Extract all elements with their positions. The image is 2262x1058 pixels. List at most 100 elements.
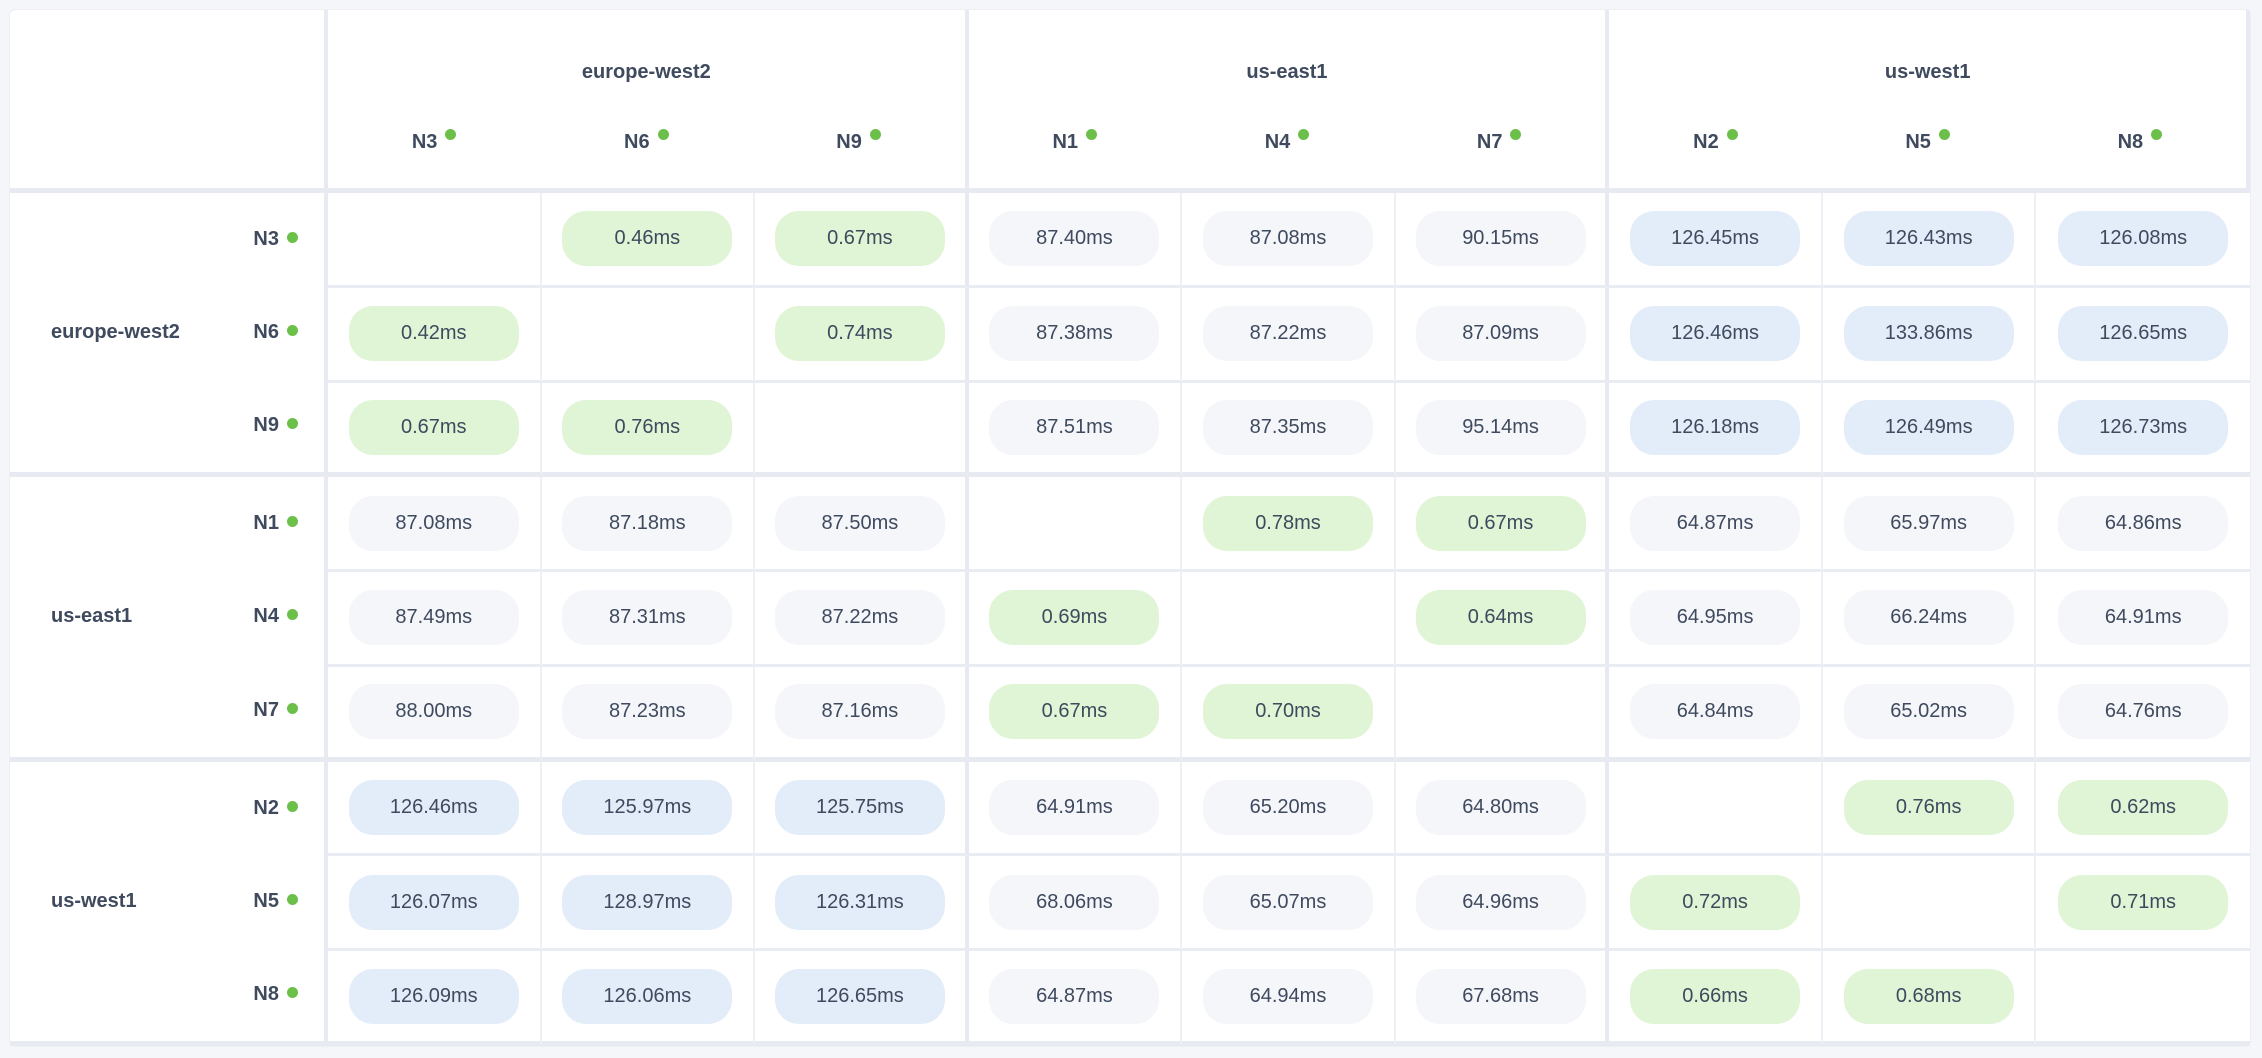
latency-pill[interactable]: 0.64ms — [1415, 590, 1586, 646]
matrix-cell: 65.07ms — [1182, 856, 1396, 952]
latency-pill[interactable]: 64.91ms — [989, 780, 1160, 836]
status-dot-icon — [445, 129, 457, 140]
column-node-header[interactable]: N1 — [969, 125, 1181, 188]
latency-pill[interactable]: 0.67ms — [989, 684, 1160, 740]
row-node-header[interactable]: N5 — [230, 855, 324, 948]
latency-pill[interactable]: 87.23ms — [562, 684, 733, 740]
column-node-header[interactable]: N9 — [752, 125, 964, 188]
column-node-header[interactable]: N2 — [1609, 125, 1821, 188]
latency-pill[interactable]: 0.68ms — [1843, 968, 2014, 1024]
latency-pill[interactable]: 64.86ms — [2058, 495, 2229, 551]
latency-pill[interactable]: 0.76ms — [562, 399, 733, 455]
node-label: N3 — [253, 228, 279, 251]
latency-pill[interactable]: 126.07ms — [348, 874, 519, 930]
latency-pill[interactable]: 126.73ms — [2058, 399, 2229, 455]
latency-pill[interactable]: 0.66ms — [1630, 968, 1801, 1024]
row-node-header[interactable]: N8 — [230, 948, 324, 1041]
latency-pill[interactable]: 64.80ms — [1415, 780, 1586, 836]
latency-pill[interactable]: 87.40ms — [989, 211, 1160, 267]
latency-pill[interactable]: 64.84ms — [1630, 684, 1801, 740]
latency-pill[interactable]: 87.16ms — [774, 684, 945, 740]
matrix-cell: 64.76ms — [2036, 667, 2250, 762]
latency-pill[interactable]: 126.46ms — [1630, 306, 1801, 362]
matrix-cell: 0.64ms — [1395, 572, 1610, 667]
column-node-header[interactable]: N3 — [328, 125, 540, 188]
latency-pill[interactable]: 126.49ms — [1843, 399, 2014, 455]
latency-pill[interactable]: 0.78ms — [1202, 495, 1373, 551]
latency-pill[interactable]: 126.08ms — [2058, 211, 2229, 267]
column-node-header[interactable]: N6 — [540, 125, 752, 188]
latency-pill[interactable]: 0.67ms — [1415, 495, 1586, 551]
latency-pill[interactable]: 64.91ms — [2058, 590, 2229, 646]
status-dot-icon — [287, 516, 298, 528]
latency-pill[interactable]: 68.06ms — [989, 874, 1160, 930]
latency-pill[interactable]: 87.50ms — [774, 495, 945, 551]
latency-pill[interactable]: 126.09ms — [348, 968, 519, 1024]
matrix-cell: 0.72ms — [1609, 856, 1823, 952]
latency-pill[interactable]: 125.97ms — [562, 780, 733, 836]
latency-pill[interactable]: 0.76ms — [1843, 780, 2014, 836]
column-node-header[interactable]: N8 — [2034, 125, 2246, 188]
latency-pill[interactable]: 87.31ms — [562, 590, 733, 646]
matrix-corner — [10, 10, 328, 193]
latency-pill[interactable]: 87.35ms — [1202, 399, 1373, 455]
row-node-header[interactable]: N6 — [230, 286, 324, 379]
column-node-header[interactable]: N5 — [1822, 125, 2034, 188]
row-node-header[interactable]: N2 — [230, 762, 324, 855]
latency-pill[interactable]: 65.20ms — [1202, 780, 1373, 836]
latency-pill[interactable]: 0.46ms — [562, 211, 733, 267]
latency-pill[interactable]: 64.94ms — [1202, 968, 1373, 1024]
latency-pill[interactable]: 90.15ms — [1415, 211, 1586, 267]
latency-pill[interactable]: 0.69ms — [989, 590, 1160, 646]
latency-pill[interactable]: 87.08ms — [1202, 211, 1373, 267]
column-node-header[interactable]: N4 — [1181, 125, 1393, 188]
latency-pill[interactable]: 87.38ms — [989, 306, 1160, 362]
latency-pill[interactable]: 0.70ms — [1202, 684, 1373, 740]
latency-pill[interactable]: 133.86ms — [1843, 306, 2014, 362]
row-node-header[interactable]: N9 — [230, 379, 324, 472]
row-node-header[interactable]: N3 — [230, 193, 324, 286]
latency-pill[interactable]: 64.87ms — [989, 968, 1160, 1024]
latency-pill[interactable]: 0.71ms — [2058, 874, 2229, 930]
latency-pill[interactable]: 126.46ms — [348, 780, 519, 836]
latency-pill[interactable]: 66.24ms — [1843, 590, 2014, 646]
latency-pill[interactable]: 126.43ms — [1843, 211, 2014, 267]
latency-pill[interactable]: 64.76ms — [2058, 684, 2229, 740]
latency-pill[interactable]: 0.67ms — [348, 399, 519, 455]
latency-pill[interactable]: 87.08ms — [348, 495, 519, 551]
latency-pill[interactable]: 87.22ms — [774, 590, 945, 646]
latency-pill[interactable]: 64.87ms — [1630, 495, 1801, 551]
latency-pill[interactable]: 126.06ms — [562, 968, 733, 1024]
latency-pill[interactable]: 0.74ms — [774, 306, 945, 362]
latency-pill[interactable]: 95.14ms — [1415, 399, 1586, 455]
latency-pill[interactable]: 0.72ms — [1630, 874, 1801, 930]
latency-pill[interactable]: 87.22ms — [1202, 306, 1373, 362]
latency-pill[interactable]: 126.18ms — [1630, 399, 1801, 455]
column-node-headers: N2 N5 N8 — [1609, 125, 2246, 188]
latency-pill[interactable]: 67.68ms — [1415, 968, 1586, 1024]
latency-pill[interactable]: 87.51ms — [989, 399, 1160, 455]
latency-pill[interactable]: 87.18ms — [562, 495, 733, 551]
row-node-header[interactable]: N1 — [230, 477, 324, 570]
latency-pill[interactable]: 126.65ms — [2058, 306, 2229, 362]
latency-pill[interactable]: 126.45ms — [1630, 211, 1801, 267]
latency-pill[interactable]: 64.96ms — [1415, 874, 1586, 930]
latency-pill[interactable]: 126.65ms — [774, 968, 945, 1024]
latency-pill[interactable]: 65.97ms — [1843, 495, 2014, 551]
latency-pill[interactable]: 126.31ms — [774, 874, 945, 930]
column-node-header[interactable]: N7 — [1393, 125, 1605, 188]
latency-pill[interactable]: 0.62ms — [2058, 780, 2229, 836]
latency-pill[interactable]: 0.42ms — [348, 306, 519, 362]
row-node-header[interactable]: N7 — [230, 664, 324, 757]
latency-pill[interactable]: 65.02ms — [1843, 684, 2014, 740]
row-node-header[interactable]: N4 — [230, 570, 324, 663]
latency-pill[interactable]: 64.95ms — [1630, 590, 1801, 646]
latency-pill[interactable]: 88.00ms — [348, 684, 519, 740]
latency-pill[interactable]: 125.75ms — [774, 780, 945, 836]
latency-pill[interactable]: 87.09ms — [1415, 306, 1586, 362]
matrix-cell: 126.06ms — [541, 951, 756, 1046]
latency-pill[interactable]: 0.67ms — [774, 211, 945, 267]
latency-pill[interactable]: 65.07ms — [1202, 874, 1373, 930]
latency-pill[interactable]: 128.97ms — [562, 874, 733, 930]
latency-pill[interactable]: 87.49ms — [348, 590, 519, 646]
